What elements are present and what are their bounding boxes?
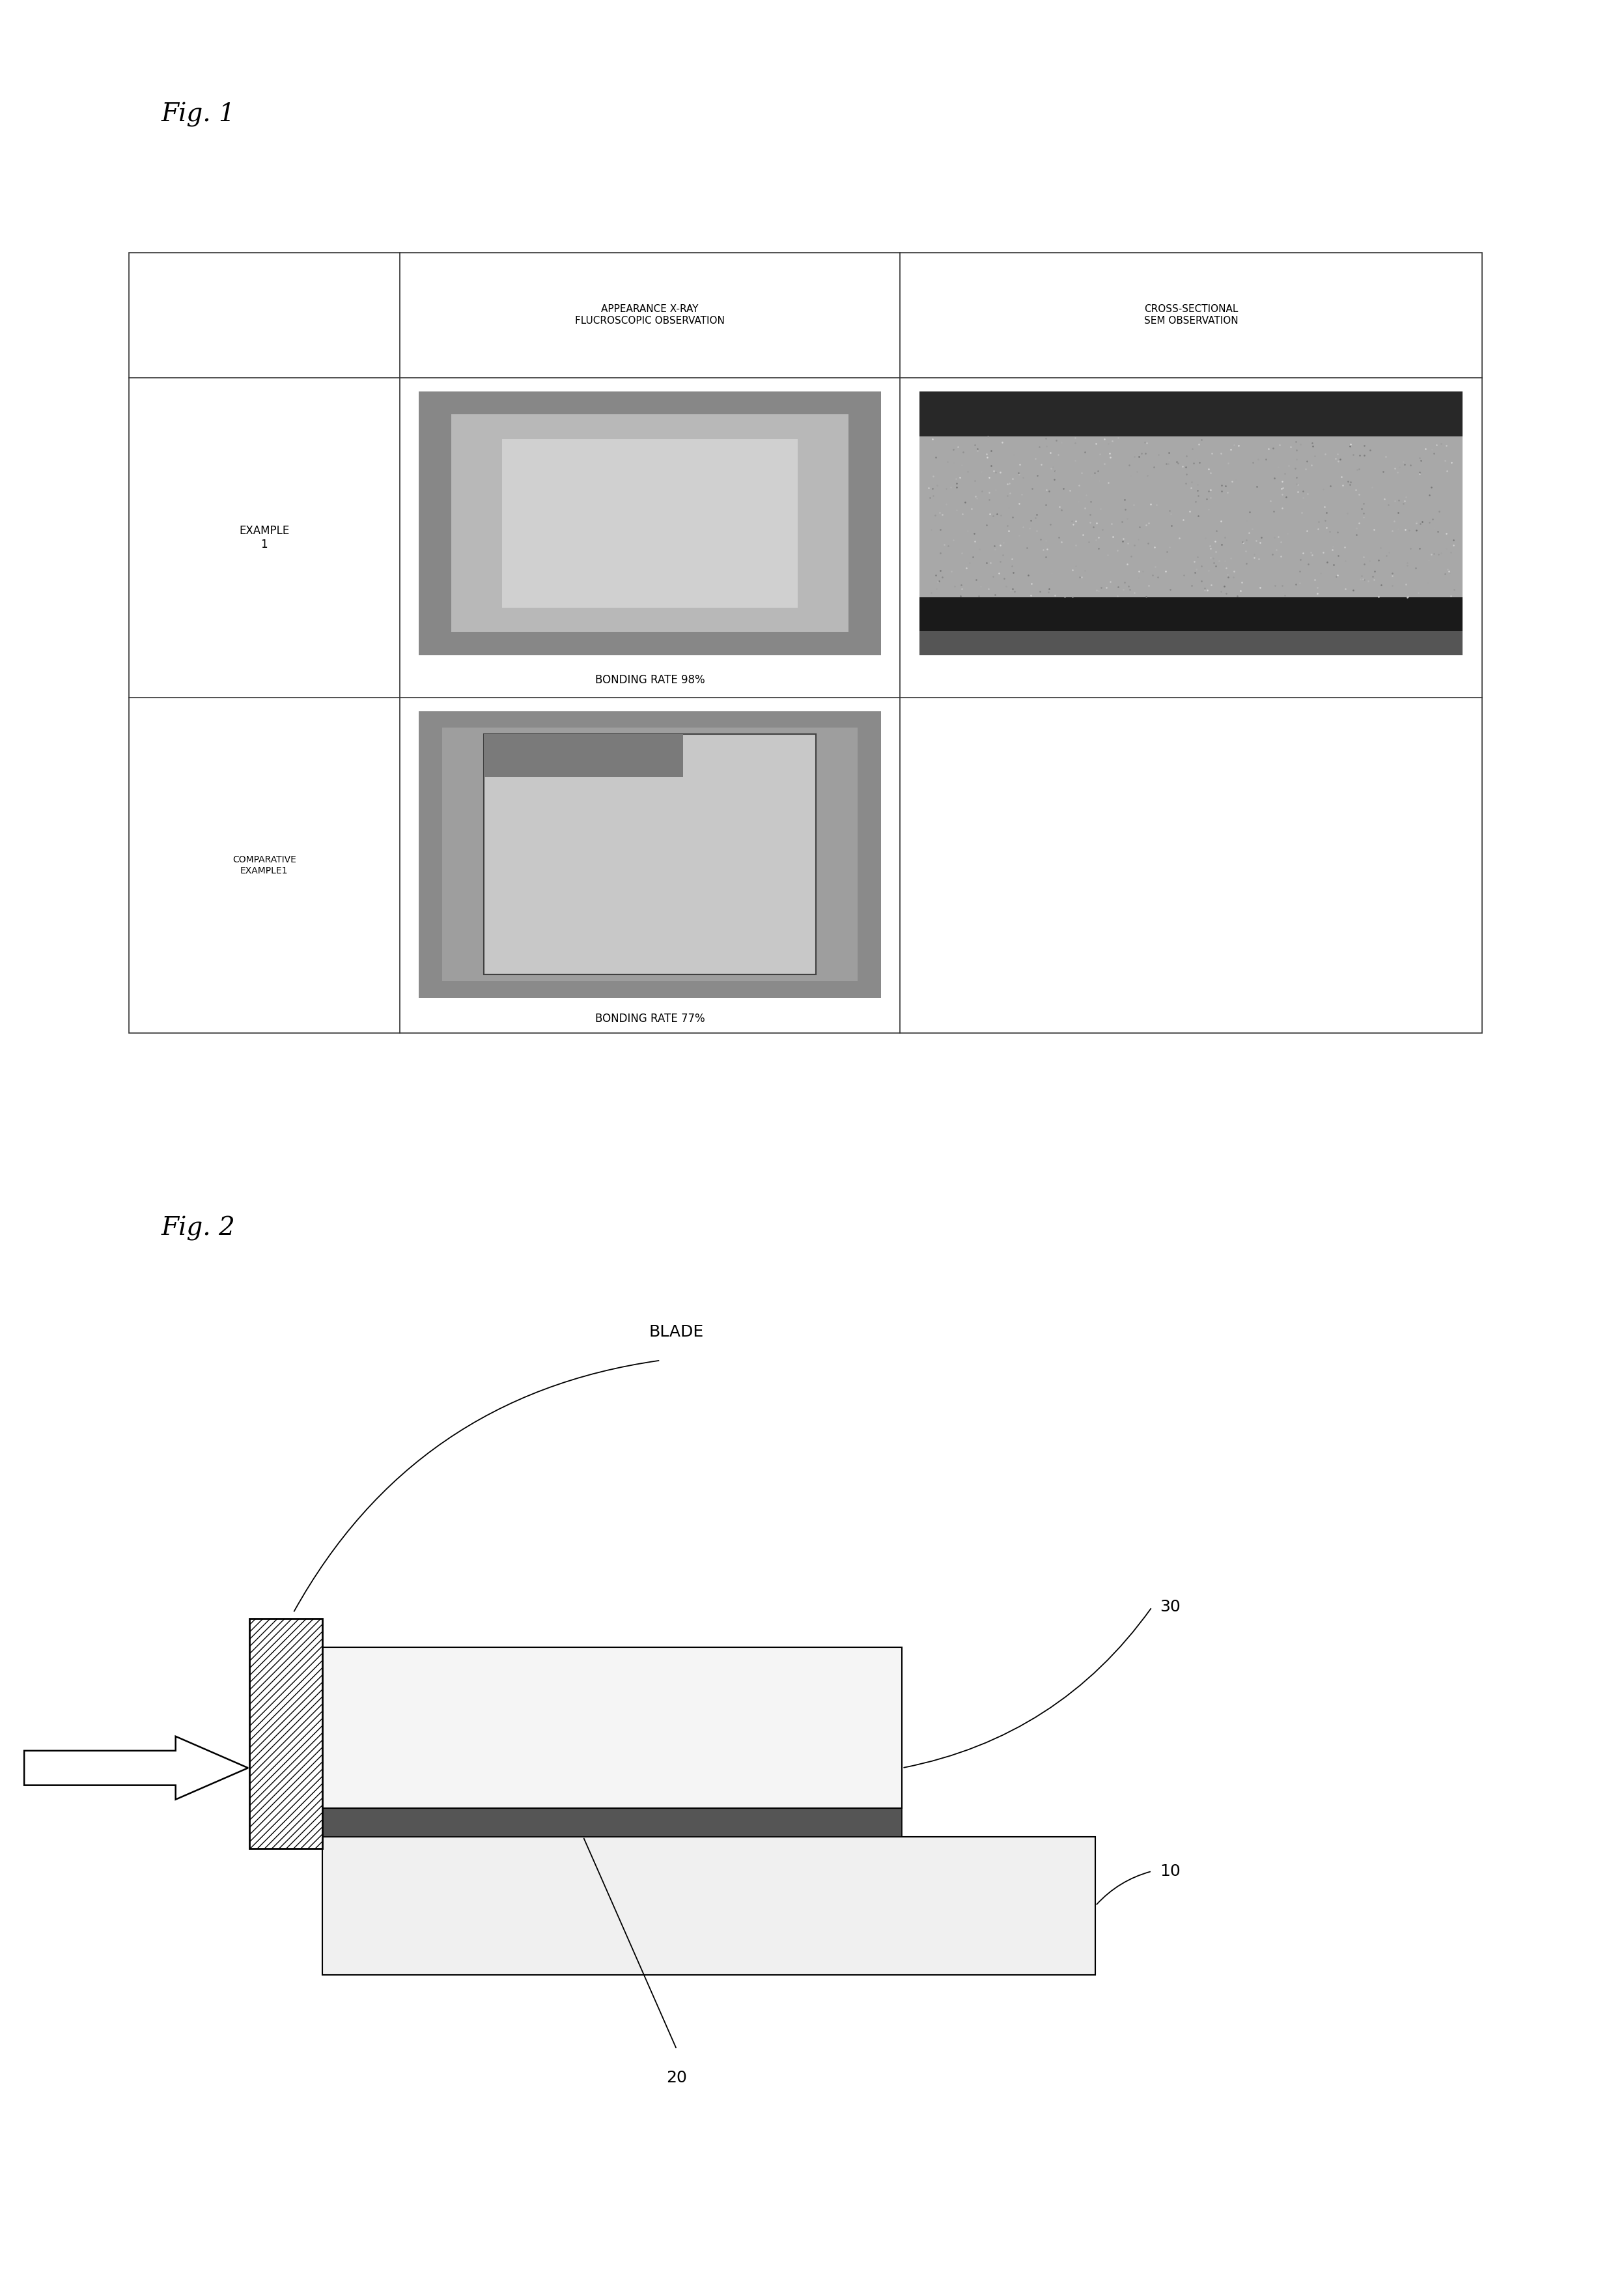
- Bar: [419, 712, 881, 996]
- Bar: [441, 728, 857, 980]
- Bar: [920, 390, 1463, 436]
- Text: Fig. 2: Fig. 2: [161, 1217, 235, 1240]
- Text: BONDING RATE 98%: BONDING RATE 98%: [594, 673, 704, 687]
- Text: 20: 20: [667, 2071, 686, 2085]
- Bar: [322, 1837, 1095, 1975]
- Bar: [920, 597, 1463, 631]
- Bar: [503, 439, 797, 608]
- Text: 30: 30: [1160, 1600, 1181, 1614]
- Bar: [322, 1809, 902, 1837]
- Text: COMPARATIVE
EXAMPLE1: COMPARATIVE EXAMPLE1: [232, 856, 296, 875]
- Text: BLADE: BLADE: [649, 1325, 704, 1339]
- Bar: [250, 1619, 322, 1848]
- Bar: [920, 631, 1463, 654]
- Bar: [483, 735, 683, 776]
- Text: 10: 10: [1160, 1864, 1181, 1878]
- Bar: [483, 735, 817, 976]
- Text: BONDING RATE 77%: BONDING RATE 77%: [594, 1013, 704, 1024]
- FancyArrow shape: [24, 1736, 248, 1800]
- Text: EXAMPLE
1: EXAMPLE 1: [238, 526, 290, 551]
- Text: Fig. 1: Fig. 1: [161, 103, 235, 126]
- Bar: [322, 1649, 902, 1809]
- Text: CROSS-SECTIONAL
SEM OBSERVATION: CROSS-SECTIONAL SEM OBSERVATION: [1144, 305, 1239, 326]
- Bar: [920, 436, 1463, 597]
- Bar: [419, 390, 881, 654]
- Text: APPEARANCE X-RAY
FLUCROSCOPIC OBSERVATION: APPEARANCE X-RAY FLUCROSCOPIC OBSERVATIO…: [575, 305, 725, 326]
- Bar: [129, 253, 1482, 1033]
- Bar: [451, 413, 849, 631]
